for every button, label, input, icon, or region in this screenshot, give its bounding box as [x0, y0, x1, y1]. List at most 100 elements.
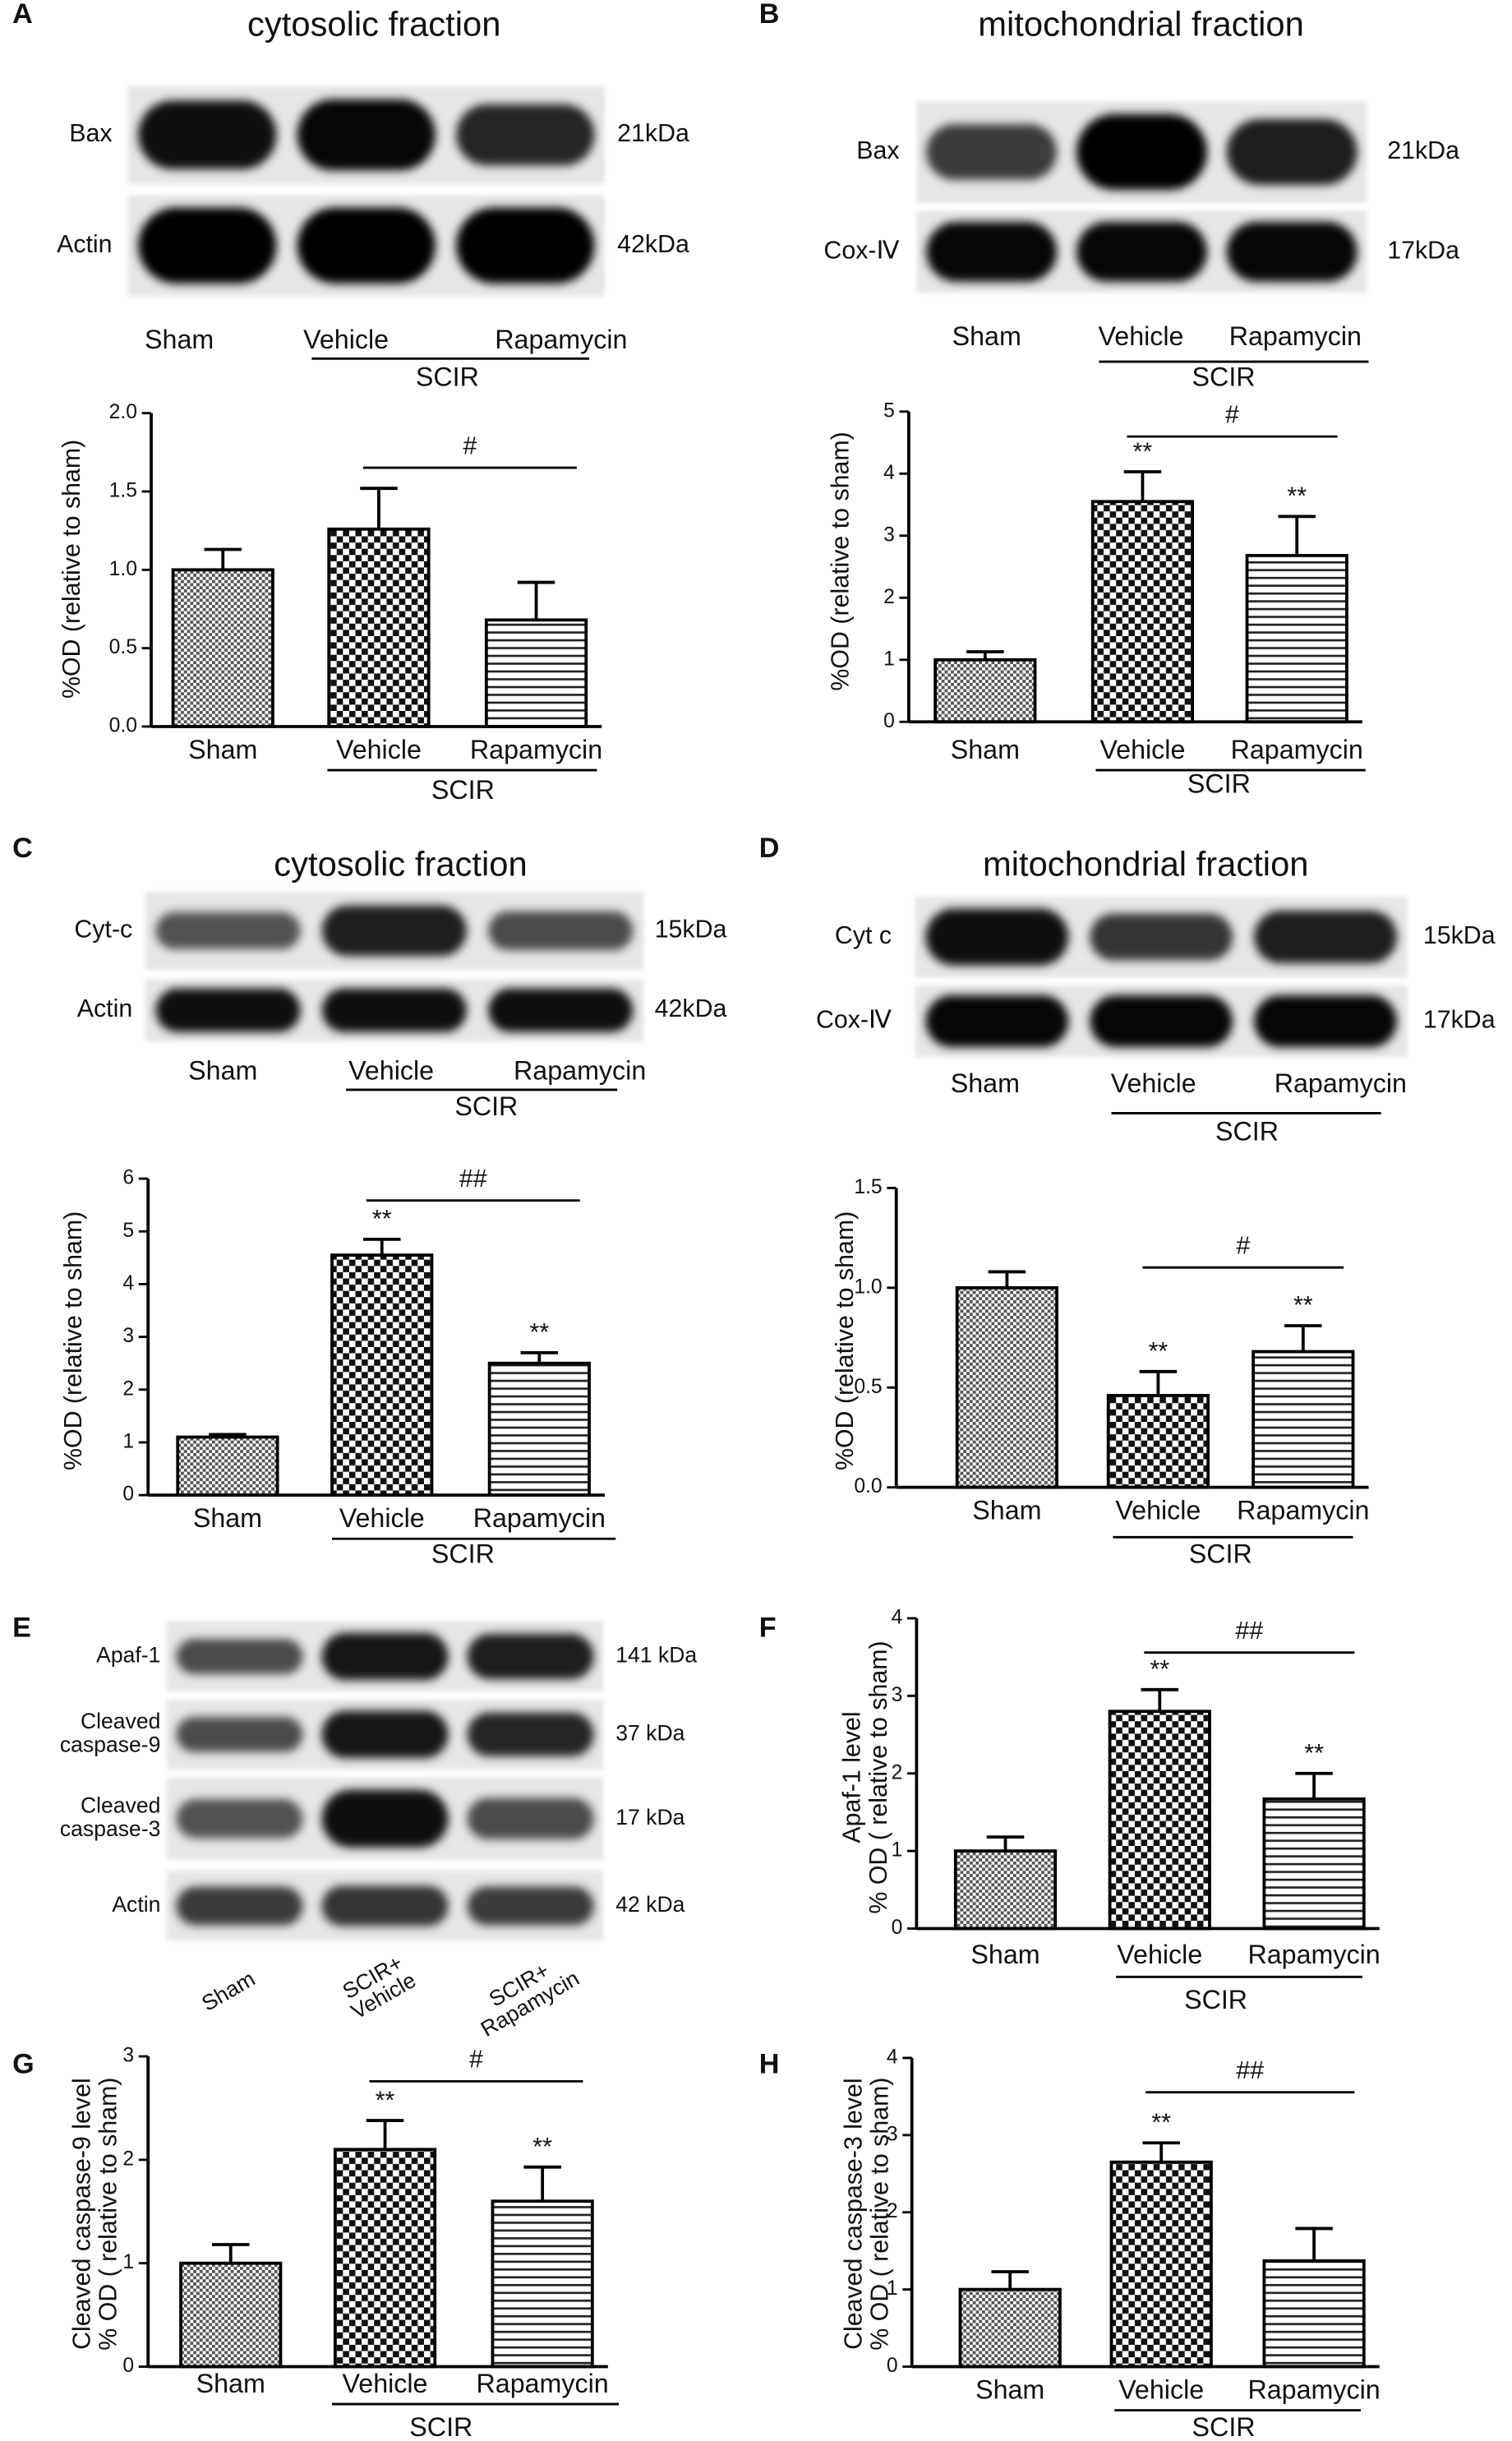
x-tick-label: Sham	[193, 1503, 262, 1533]
blot-band	[138, 207, 277, 284]
blot-band	[176, 1798, 303, 1839]
group-label: SCIR	[454, 1091, 518, 1121]
x-tick-label: Rapamycin	[1237, 1496, 1369, 1525]
band-size: 17kDa	[1423, 1006, 1496, 1033]
bar	[487, 1361, 591, 1497]
y-axis-label-line: % OD ( relative to sham)	[865, 1640, 892, 1913]
band-size: 42kDa	[617, 231, 689, 258]
comparison-label: ##	[459, 1165, 487, 1193]
group-label: SCIR	[409, 2412, 472, 2441]
blot-band	[926, 124, 1058, 180]
lane-label: Sham	[188, 1056, 257, 1086]
y-tick-label: 0	[883, 710, 895, 732]
blot-band	[1254, 994, 1397, 1048]
y-tick-label: 0	[887, 2355, 898, 2377]
panel-letter: A	[12, 0, 33, 30]
group-label: SCIR	[1184, 1985, 1247, 2014]
error-bar	[366, 2119, 404, 2150]
comparison-label: ##	[1235, 1617, 1263, 1645]
y-axis-label-line: Apaf-1 level	[839, 1711, 866, 1843]
y-tick-label: 0.0	[109, 714, 137, 736]
panel-letter: E	[12, 1612, 31, 1643]
x-tick-label: Rapamycin	[470, 735, 602, 764]
error-bar	[523, 2165, 561, 2202]
lane-label: Sham	[197, 1966, 259, 2016]
y-axis-label: %OD (relative to sham)	[58, 440, 85, 699]
y-tick-label: 4	[892, 1607, 903, 1629]
x-tick-label: Vehicle	[339, 1503, 425, 1533]
comparison-label: #	[1236, 1233, 1250, 1260]
blot-band	[176, 1639, 303, 1674]
bar	[327, 527, 431, 728]
blot-band	[467, 1633, 594, 1680]
bar	[1262, 1797, 1366, 1931]
blot-band	[321, 905, 467, 957]
blot-band	[926, 221, 1058, 282]
y-tick-label: 2	[887, 2200, 898, 2222]
bar	[1109, 2160, 1213, 2369]
error-bar	[1139, 1369, 1178, 1396]
significance-marker: **	[1133, 438, 1153, 465]
y-axis-label: Cleaved caspase-9 level% OD ( relative t…	[69, 2078, 122, 2351]
significance-marker: **	[1150, 1656, 1169, 1683]
error-bar	[517, 580, 555, 621]
blot-band	[321, 1710, 449, 1759]
bar	[953, 1849, 1058, 1931]
row-label: Actin	[112, 1892, 160, 1917]
y-tick-label: 3	[122, 1325, 134, 1347]
blot-band	[321, 1789, 449, 1848]
y-tick-label: 1.0	[109, 558, 137, 580]
y-tick-label: 5	[883, 399, 895, 422]
group-label: SCIR	[431, 1539, 495, 1569]
row-label: Cleaved caspase-3	[60, 1793, 160, 1841]
bar	[1245, 554, 1348, 724]
band-size: 21kDa	[1387, 137, 1459, 164]
band-size: 42 kDa	[615, 1892, 685, 1917]
error-bar	[211, 2243, 250, 2263]
error-bar	[1142, 2141, 1180, 2162]
blot-band	[1076, 221, 1207, 282]
panel-letter: G	[12, 2048, 35, 2079]
y-tick-label: 2	[883, 586, 895, 608]
y-tick-label: 3	[122, 2045, 134, 2067]
x-tick-label: Sham	[951, 735, 1020, 764]
y-tick-label: 2	[122, 1377, 134, 1400]
y-tick-label: 0	[892, 1917, 903, 1939]
bar	[1090, 500, 1195, 724]
row-label: Cox-Ⅳ	[816, 1006, 892, 1033]
panel-letter: C	[12, 833, 33, 864]
x-tick-label: Vehicle	[336, 735, 422, 764]
lane-label-line: Sham	[197, 1966, 259, 2016]
error-bar	[966, 650, 1004, 660]
blot-band	[1254, 910, 1397, 964]
lane-label: Vehicle	[348, 1056, 434, 1086]
blot-band	[488, 988, 634, 1032]
row-label: Bax	[69, 120, 112, 147]
y-tick-label: 3	[887, 2123, 898, 2145]
significance-marker: **	[1293, 1292, 1313, 1319]
y-tick-label: 0.5	[854, 1376, 882, 1398]
panel-letter: F	[759, 1612, 777, 1643]
row-label-line: Cleaved	[81, 1709, 160, 1733]
group-label: SCIR	[1192, 2412, 1256, 2441]
significance-marker: **	[530, 1319, 550, 1346]
y-axis-label: %OD (relative to sham)	[60, 1211, 87, 1470]
row-label: Cyt c	[835, 922, 892, 949]
error-bar	[988, 1270, 1026, 1288]
bar	[176, 1435, 279, 1497]
blot-band	[456, 207, 595, 284]
x-tick-label: Vehicle	[1115, 1496, 1201, 1525]
significance-marker: **	[1304, 1740, 1324, 1767]
blot-band	[925, 994, 1069, 1048]
y-axis-label-line: % OD ( relative to sham)	[867, 2078, 894, 2351]
row-label-line: caspase-3	[60, 1816, 160, 1841]
error-bar	[209, 1433, 247, 1437]
bar	[330, 1253, 434, 1497]
lane-label: Vehicle	[303, 325, 389, 354]
y-tick-label: 3	[883, 524, 895, 546]
x-tick-label: Vehicle	[1099, 735, 1185, 764]
blot-band	[155, 911, 301, 949]
blot-band	[467, 1712, 594, 1756]
bar	[955, 1285, 1058, 1489]
y-axis-label-line: Cleaved caspase-3 level	[840, 2078, 867, 2350]
